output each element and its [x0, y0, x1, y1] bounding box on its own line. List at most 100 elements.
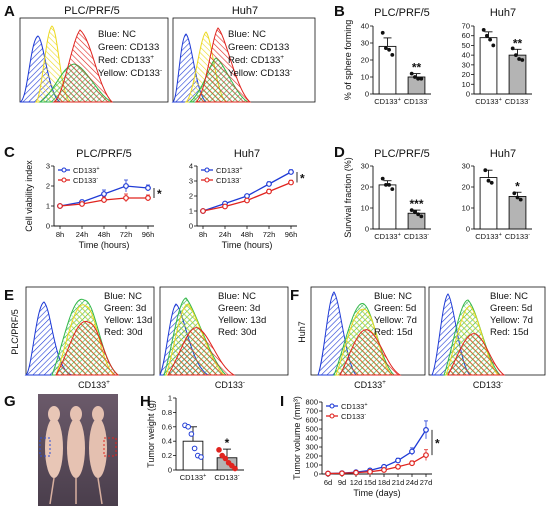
panel-F-right-xlabel: CD133- — [473, 379, 503, 390]
x-tick-label: 96h — [142, 230, 155, 239]
panel-letter-I: I — [280, 393, 284, 410]
data-point — [325, 470, 331, 477]
data-point — [423, 452, 429, 459]
bar — [508, 195, 527, 230]
data-point — [266, 181, 272, 187]
significance-mark: * — [300, 171, 305, 185]
data-point — [288, 169, 294, 175]
legend-item: Yellow: 7d — [374, 315, 417, 326]
data-point — [185, 424, 191, 430]
x-tick-label: CD133- — [404, 232, 429, 241]
histogram-red — [339, 329, 402, 376]
data-point — [419, 76, 424, 81]
data-point — [409, 208, 414, 213]
x-tick-label: CD133- — [505, 97, 530, 106]
legend-item: Green: 5d — [374, 303, 416, 314]
x-tick-label: 6d — [324, 478, 332, 487]
y-tick-label: 3 — [189, 177, 193, 186]
data-point — [380, 30, 385, 35]
legend-marker — [204, 167, 210, 173]
data-point — [244, 197, 250, 204]
panel-E-ylabel: PLC/PRF/5 — [10, 309, 20, 355]
x-tick-label: CD133+ — [475, 97, 502, 106]
y-tick-label: 200 — [305, 452, 318, 461]
data-point — [419, 214, 424, 219]
data-point — [512, 191, 517, 196]
y-tick-label: 30 — [361, 39, 369, 48]
data-point — [395, 457, 401, 464]
data-point — [514, 53, 518, 58]
panel-F-ylabel: Huh7 — [297, 321, 307, 343]
x-tick-label: 15d — [364, 478, 377, 487]
histogram-red — [52, 29, 114, 103]
data-point — [489, 180, 494, 185]
legend-item: Yellow: 13d — [104, 315, 152, 326]
data-point — [518, 197, 523, 202]
legend-item: Blue: NC — [228, 29, 266, 40]
y-tick-label: 1 — [46, 202, 50, 211]
panel-E-right-xlabel: CD133- — [215, 379, 245, 390]
data-point — [200, 208, 206, 214]
legend-item: Blue: NC — [98, 29, 136, 40]
data-point — [191, 445, 198, 452]
legend-item: Red: 15d — [374, 327, 413, 338]
y-tick-label: 10 — [462, 80, 470, 89]
panel-A-right-title: Huh7 — [232, 5, 258, 17]
y-tick-label: 0 — [365, 225, 369, 234]
data-point — [339, 470, 345, 477]
legend-marker — [329, 403, 335, 409]
data-point — [353, 469, 359, 476]
data-point — [57, 203, 63, 209]
data-point — [380, 176, 385, 181]
x-tick-label: CD133+ — [475, 232, 502, 241]
legend-item: Blue: NC — [490, 291, 528, 302]
y-tick-label: 3 — [46, 162, 50, 171]
data-point — [520, 58, 525, 62]
data-point — [491, 43, 496, 48]
y-tick-label: 2 — [46, 182, 50, 191]
data-point — [390, 53, 395, 57]
y-tick-label: 50 — [462, 41, 470, 50]
legend-label: CD133- — [216, 176, 241, 185]
data-point — [145, 195, 151, 201]
y-tick-label: 0 — [314, 470, 318, 479]
x-tick-label: CD133- — [404, 97, 429, 106]
data-point — [515, 195, 520, 200]
data-point — [517, 57, 521, 61]
significance-mark: ** — [412, 61, 422, 75]
legend-item: Red: 30d — [104, 327, 143, 338]
chart-title: PLC/PRF/5 — [374, 7, 430, 19]
x-tick-label: 8h — [56, 230, 64, 239]
y-tick-label: 10 — [462, 204, 470, 213]
y-tick-label: 70 — [462, 22, 470, 31]
chart-title: Huh7 — [490, 7, 516, 19]
legend-item: Green: 5d — [490, 303, 532, 314]
bar — [479, 177, 498, 230]
data-point — [79, 201, 85, 207]
y-tick-label: 100 — [305, 461, 318, 470]
data-point — [486, 178, 491, 183]
legend-item: Red: 15d — [490, 327, 529, 338]
legend-label: CD133+ — [341, 402, 368, 411]
y-tick-label: 600 — [305, 416, 318, 425]
histogram-red — [194, 27, 252, 103]
y-tick-label: 40 — [462, 51, 470, 60]
y-tick-label: 20 — [462, 183, 470, 192]
y-tick-label: 0 — [365, 90, 369, 99]
x-tick-label: 72h — [120, 230, 133, 239]
x-tick-label: 27d — [420, 478, 433, 487]
data-point — [488, 37, 492, 42]
histogram-red — [167, 327, 236, 376]
data-point — [409, 460, 415, 467]
y-tick-label: 10 — [361, 204, 369, 213]
panel-E-right-legend: Blue: NC Green: 3d Yellow: 13d Red: 30d — [218, 291, 266, 338]
y-tick-label: 2 — [189, 192, 193, 201]
x-tick-label: 24h — [219, 230, 232, 239]
significance-mark: ** — [513, 36, 523, 50]
x-tick-label: 24h — [76, 230, 89, 239]
legend-marker — [329, 413, 335, 419]
panel-letter-F: F — [290, 287, 299, 304]
panel-letter-H: H — [140, 393, 151, 410]
panel-E-left: Blue: NC Green: 3d Yellow: 13d Red: 30d … — [24, 286, 155, 390]
